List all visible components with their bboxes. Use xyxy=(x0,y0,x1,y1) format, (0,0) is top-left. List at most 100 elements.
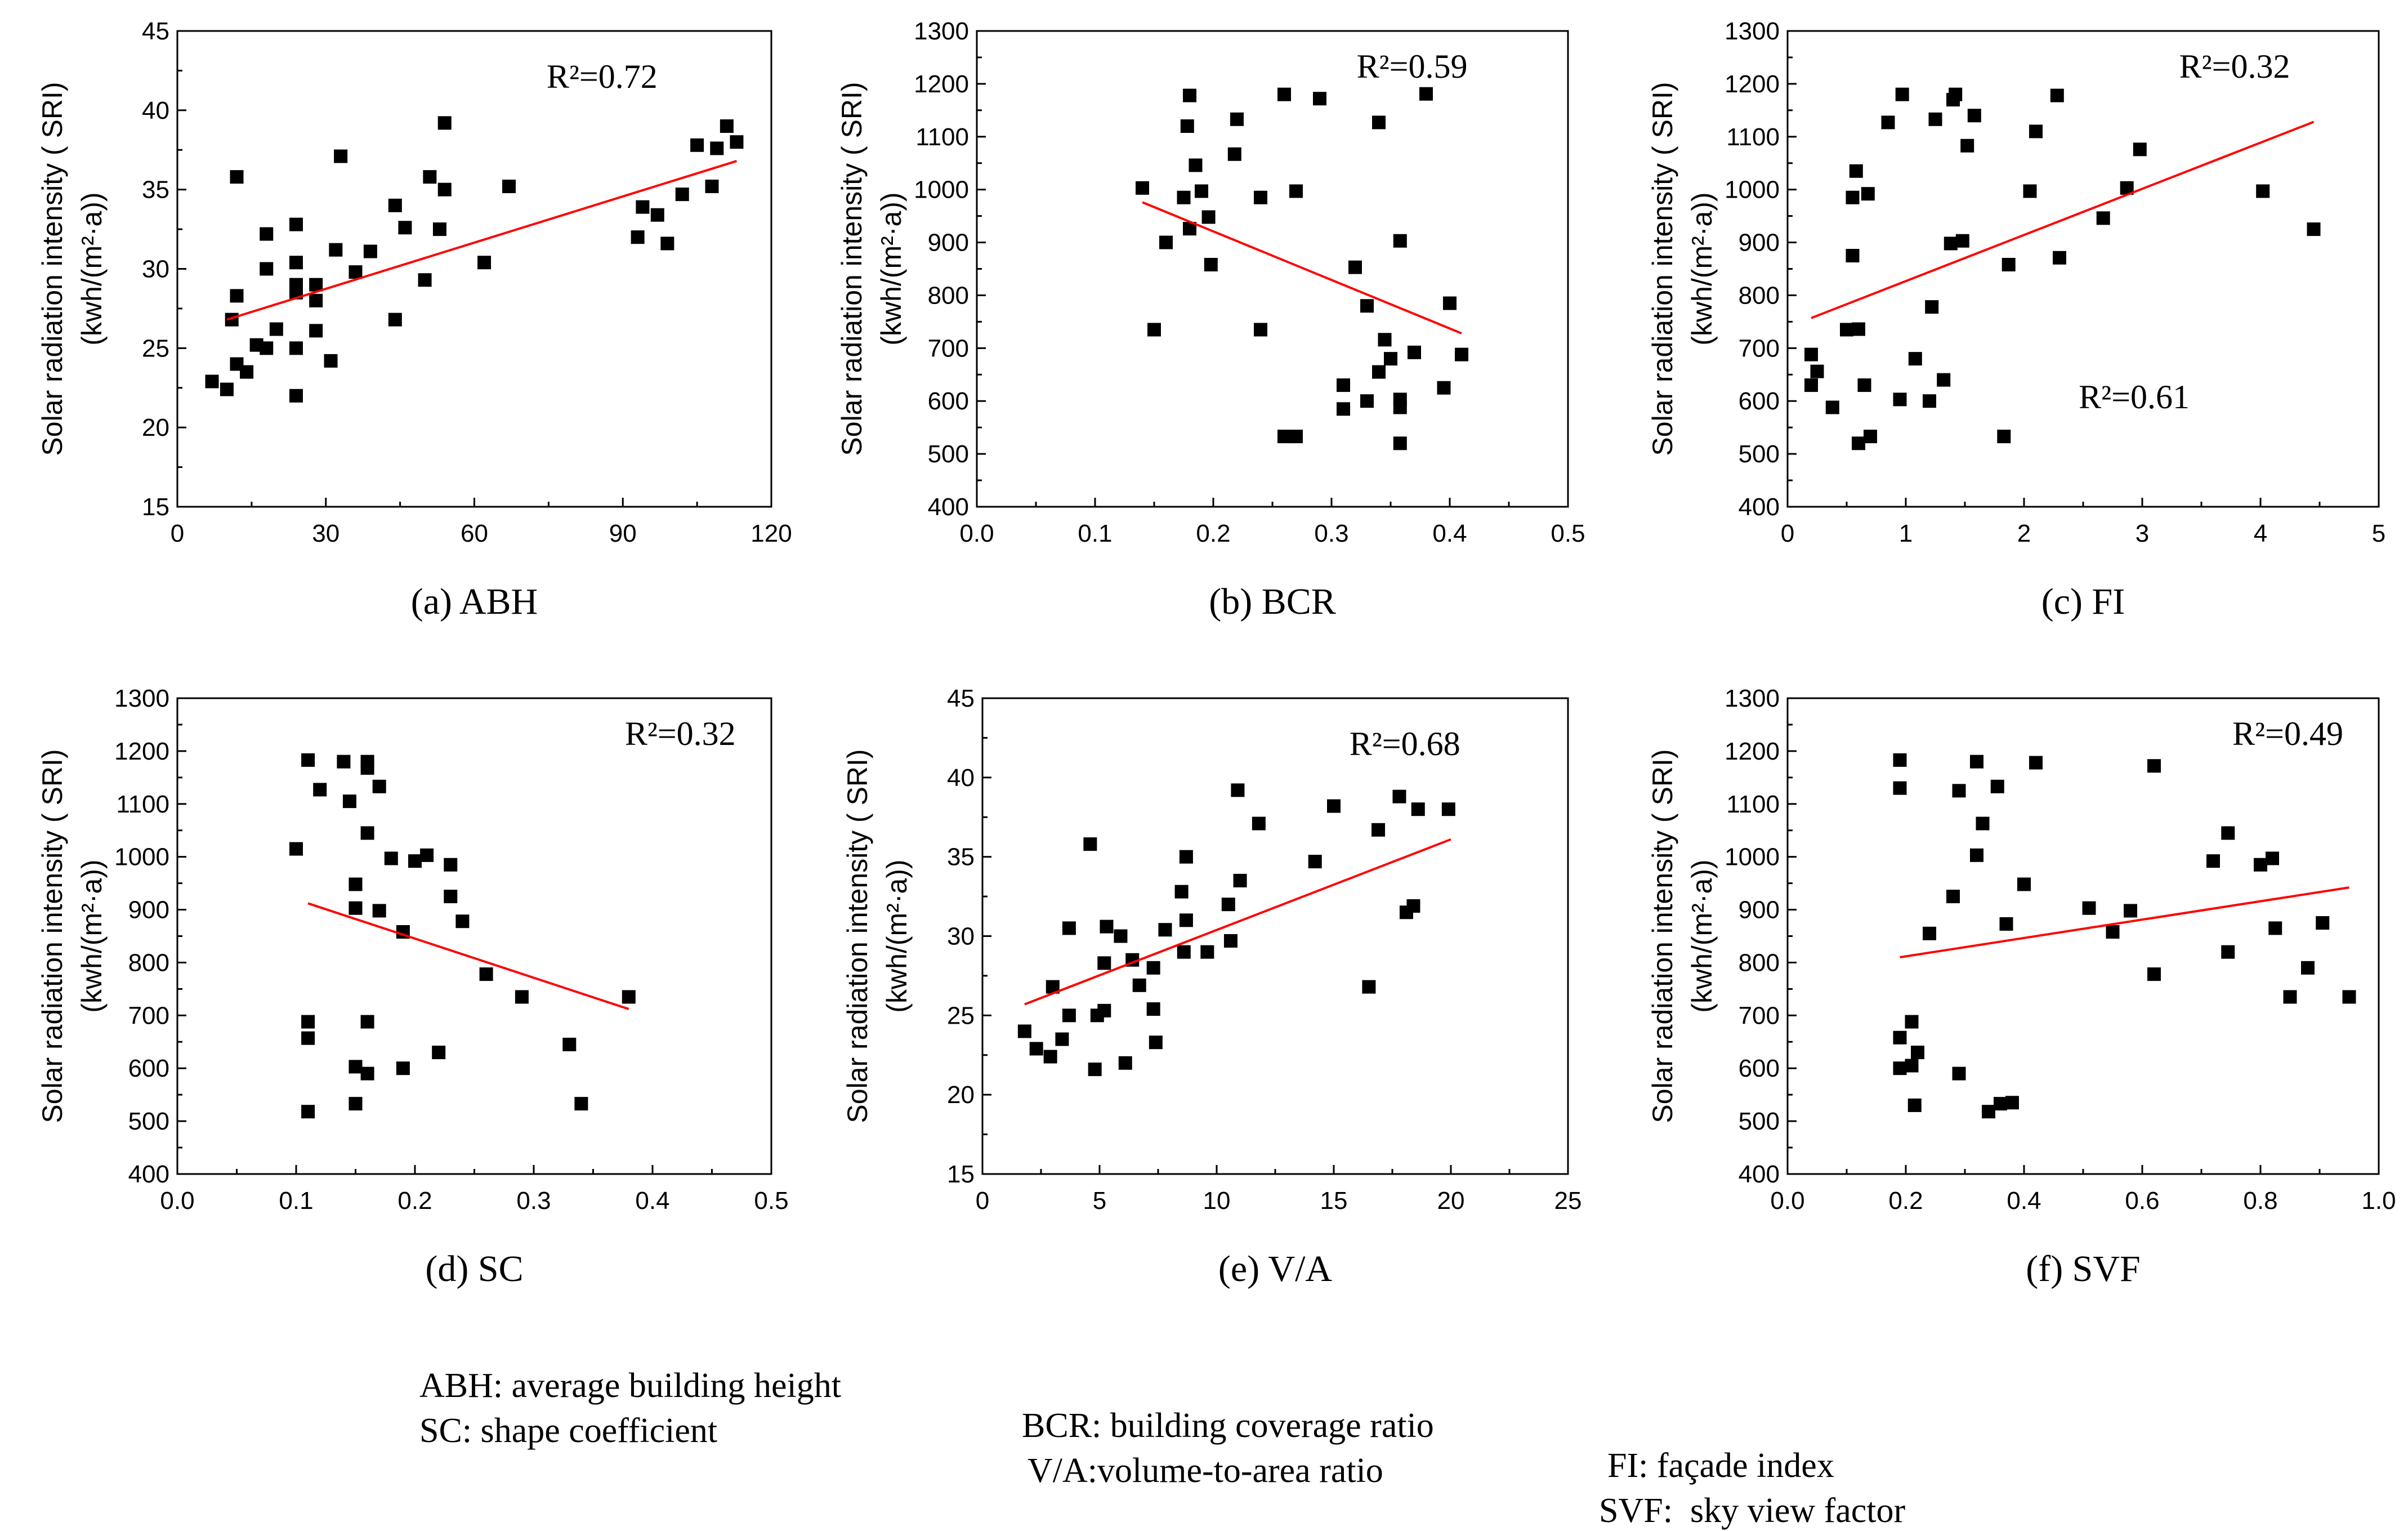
chart-panel-2: 0.0 0.1 0.2 0.3 0.4 0.5 400 500 600 700 800 900 1000… xyxy=(836,17,1585,622)
x-tick-label: 1 xyxy=(1899,520,1913,547)
y-tick-label: 700 xyxy=(928,334,969,362)
y-tick-label: 500 xyxy=(928,440,969,468)
y-axis-unit: (kwh/(m²·a)) xyxy=(1686,859,1718,1012)
data-point xyxy=(1097,956,1111,970)
data-point xyxy=(1146,1002,1160,1016)
x-tick-label: 0.1 xyxy=(1078,520,1112,547)
y-tick-label: 1100 xyxy=(915,123,969,151)
data-point xyxy=(418,273,432,287)
y-tick-label: 400 xyxy=(1739,493,1780,521)
panel-caption: (c) FI xyxy=(2041,581,2125,622)
data-point xyxy=(240,365,254,379)
data-point xyxy=(1179,850,1193,864)
data-point xyxy=(1043,1050,1057,1064)
data-point xyxy=(622,990,636,1004)
x-tick-label: 30 xyxy=(312,520,339,547)
data-point xyxy=(1136,181,1149,195)
data-point xyxy=(1118,1056,1132,1070)
data-point xyxy=(2147,967,2161,981)
data-point xyxy=(342,794,356,809)
y-axis-unit: (kwh/(m²·a)) xyxy=(881,859,913,1012)
data-point xyxy=(720,119,734,133)
data-point xyxy=(1955,234,1969,248)
y-tick-label: 45 xyxy=(947,685,975,712)
data-point xyxy=(2029,124,2043,139)
data-point xyxy=(1289,430,1303,444)
y-tick-label: 25 xyxy=(947,1002,975,1029)
data-point xyxy=(1905,1015,1919,1029)
x-tick-label: 4 xyxy=(2254,520,2267,547)
data-point xyxy=(2283,990,2297,1004)
data-point xyxy=(1149,1035,1163,1050)
panel-caption: (b) BCR xyxy=(1209,581,1336,622)
y-tick-label: 700 xyxy=(128,1002,169,1029)
data-point xyxy=(730,135,744,149)
data-point xyxy=(690,138,704,152)
data-point xyxy=(574,1097,588,1111)
y-tick-label: 600 xyxy=(128,1055,169,1082)
data-point xyxy=(1408,345,1421,359)
data-point xyxy=(1810,364,1824,378)
plot-frame xyxy=(976,30,1569,508)
data-point xyxy=(1360,394,1374,408)
data-point xyxy=(444,890,458,904)
x-tick-label: 0 xyxy=(976,1187,989,1215)
y-tick-label: 1000 xyxy=(1725,176,1780,204)
r-squared-label: R²=0.72 xyxy=(547,58,658,95)
x-tick-label: 0.0 xyxy=(959,520,994,547)
data-point xyxy=(1360,299,1374,313)
data-point xyxy=(2002,257,2016,271)
data-point xyxy=(1378,333,1392,347)
data-point xyxy=(1372,115,1386,130)
data-point xyxy=(1062,921,1076,935)
legend-abh: ABH: average building height xyxy=(419,1367,841,1405)
data-point xyxy=(260,341,274,355)
data-point xyxy=(360,826,374,840)
data-point xyxy=(1441,802,1455,816)
y-tick-label: 35 xyxy=(947,843,975,871)
legend-bcr: BCR: building coverage ratio xyxy=(1022,1407,1434,1445)
y-tick-label: 700 xyxy=(1739,1002,1780,1029)
data-point xyxy=(2256,184,2270,198)
data-point xyxy=(1911,1046,1924,1060)
fit-line xyxy=(226,160,738,321)
y-tick-label: 30 xyxy=(947,923,975,950)
y-tick-label: 1300 xyxy=(1725,17,1780,45)
y-tick-label: 1000 xyxy=(1725,843,1780,871)
data-point xyxy=(1411,802,1425,816)
data-point xyxy=(1849,164,1863,178)
data-point xyxy=(1857,378,1871,392)
data-point xyxy=(1227,147,1241,161)
data-point xyxy=(309,324,323,338)
y-tick-label: 20 xyxy=(142,414,169,441)
data-point xyxy=(2096,211,2110,225)
data-point xyxy=(1804,347,1818,361)
y-tick-label: 400 xyxy=(928,493,969,521)
data-point xyxy=(1233,873,1247,887)
data-point xyxy=(408,854,422,868)
data-point xyxy=(1393,234,1407,248)
data-point xyxy=(1967,109,1981,123)
fit-line xyxy=(1811,120,2315,319)
data-point xyxy=(1893,753,1907,767)
data-point xyxy=(1997,430,2011,444)
panel-caption: (e) V/A xyxy=(1218,1248,1333,1289)
y-tick-label: 35 xyxy=(142,176,169,204)
y-tick-label: 1100 xyxy=(116,791,169,818)
x-tick-label: 0.6 xyxy=(2125,1187,2159,1215)
data-point xyxy=(1908,352,1922,366)
data-point xyxy=(710,141,724,155)
data-point xyxy=(1923,926,1936,940)
chart-panel-6: 0.0 0.2 0.4 0.6 0.8 1.0 400 500 600 700 800 900 1000… xyxy=(1647,685,2396,1289)
y-tick-label: 20 xyxy=(947,1081,975,1109)
data-point xyxy=(1029,1042,1043,1056)
y-tick-label: 1200 xyxy=(914,70,969,98)
data-point xyxy=(349,1097,363,1111)
data-point xyxy=(313,783,327,797)
data-point xyxy=(1174,885,1189,899)
data-point xyxy=(1337,402,1350,416)
data-point xyxy=(349,265,363,279)
data-point xyxy=(1371,823,1386,837)
data-point xyxy=(1195,184,1208,198)
